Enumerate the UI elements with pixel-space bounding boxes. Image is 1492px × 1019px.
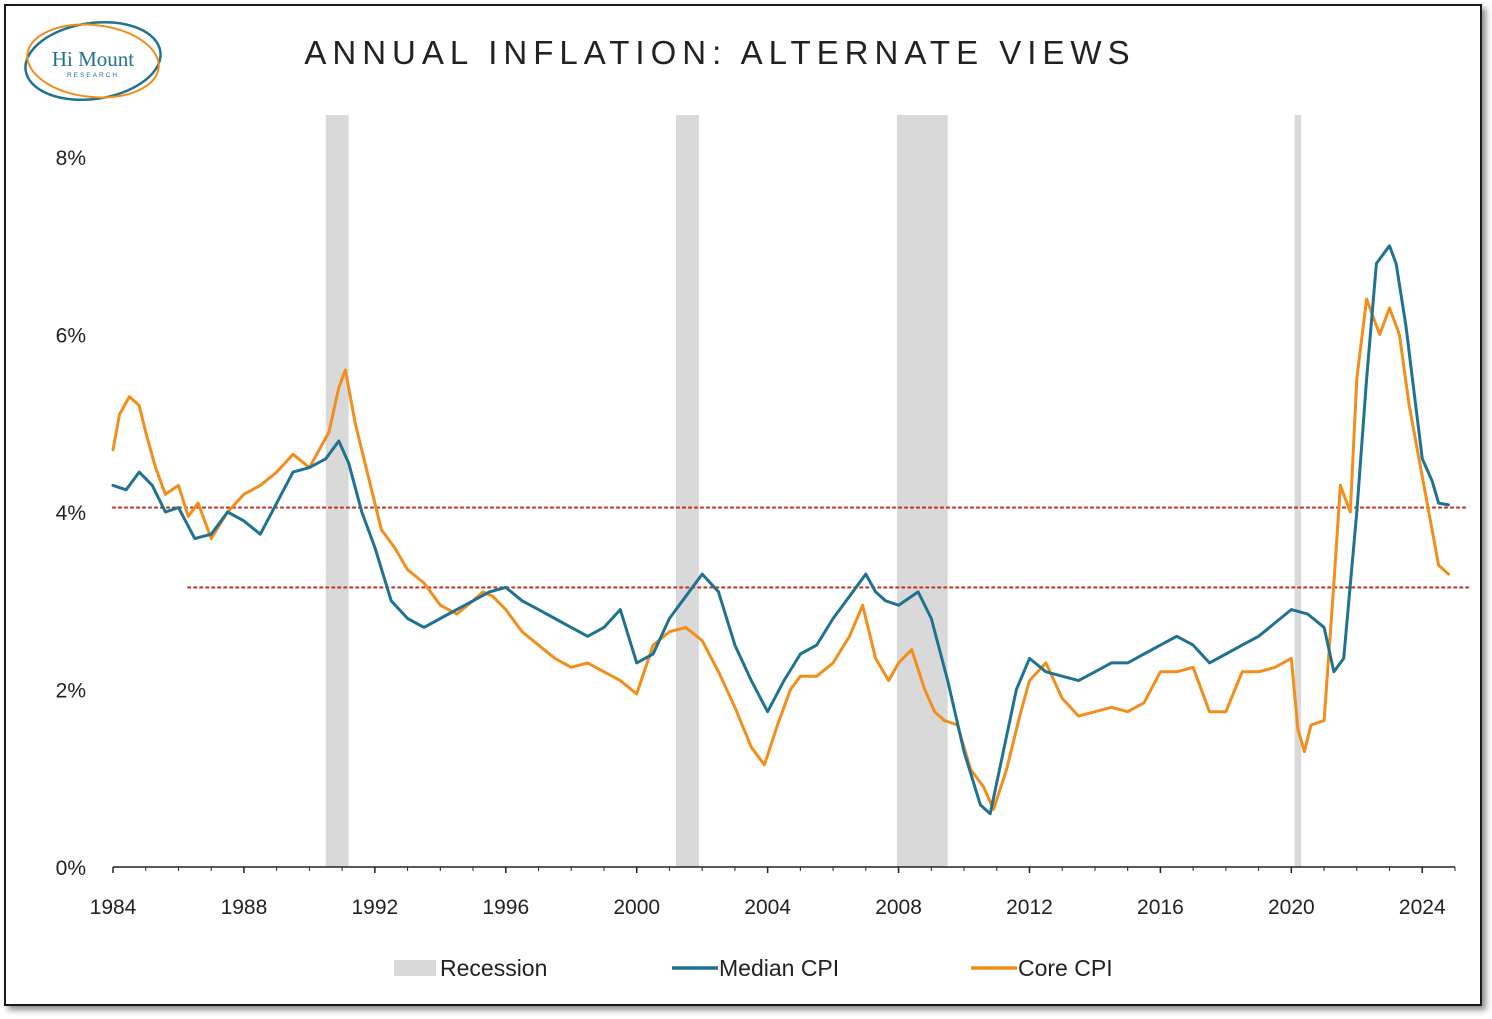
legend-label: Median CPI [719, 955, 839, 981]
logo-name: Hi Mount [52, 47, 134, 71]
x-tick-label: 2020 [1268, 896, 1315, 919]
legend-label: Recession [440, 955, 547, 981]
recession-bands [325, 115, 1302, 867]
x-tick-label: 1984 [90, 896, 137, 919]
chart-title: ANNUAL INFLATION: ALTERNATE VIEWS [304, 34, 1136, 71]
series-core-cpi [111, 297, 1450, 811]
legend-item-median-cpi: Median CPI [672, 955, 839, 981]
recession-band-1 [675, 115, 699, 867]
x-tick-label: 2008 [875, 896, 922, 919]
reference-lines [111, 506, 1470, 589]
x-tick-label: 2016 [1137, 896, 1184, 919]
y-tick-label: 0% [56, 857, 86, 880]
recession-band-2 [896, 115, 948, 867]
legend-label: Core CPI [1018, 955, 1113, 981]
x-tick-label: 1988 [221, 896, 268, 919]
x-tick-label: 2024 [1399, 896, 1446, 919]
recession-band-0 [325, 115, 349, 867]
logo-sub: RESEARCH [67, 72, 119, 79]
series-lines [111, 244, 1450, 816]
hi-mount-research-logo: Hi Mount RESEARCH [24, 20, 162, 102]
x-tick-label: 2000 [613, 896, 660, 919]
x-tick-label: 2012 [1006, 896, 1053, 919]
legend-item-recession: Recession [394, 955, 547, 981]
axes: 1984 1988 1992 1996 2000 2004 2008 2012 2016 2020… [56, 147, 1456, 919]
legend: Recession Median CPI Core CPI [394, 955, 1113, 981]
x-tick-label: 1996 [482, 896, 529, 919]
y-tick-label: 4% [56, 502, 86, 525]
y-tick-label: 8% [56, 147, 86, 170]
legend-swatch-recession [394, 960, 436, 976]
y-tick-label: 6% [56, 325, 86, 348]
x-tick-label: 2004 [744, 896, 791, 919]
series-line-median-cpi [111, 244, 1450, 816]
x-tick-label: 1992 [351, 896, 398, 919]
series-median-cpi [111, 244, 1450, 816]
chart-frame [4, 4, 1482, 1006]
y-tick-label: 2% [56, 680, 86, 703]
legend-item-core-cpi: Core CPI [971, 955, 1113, 981]
recession-band-3 [1294, 115, 1302, 867]
series-line-core-cpi [111, 297, 1450, 811]
